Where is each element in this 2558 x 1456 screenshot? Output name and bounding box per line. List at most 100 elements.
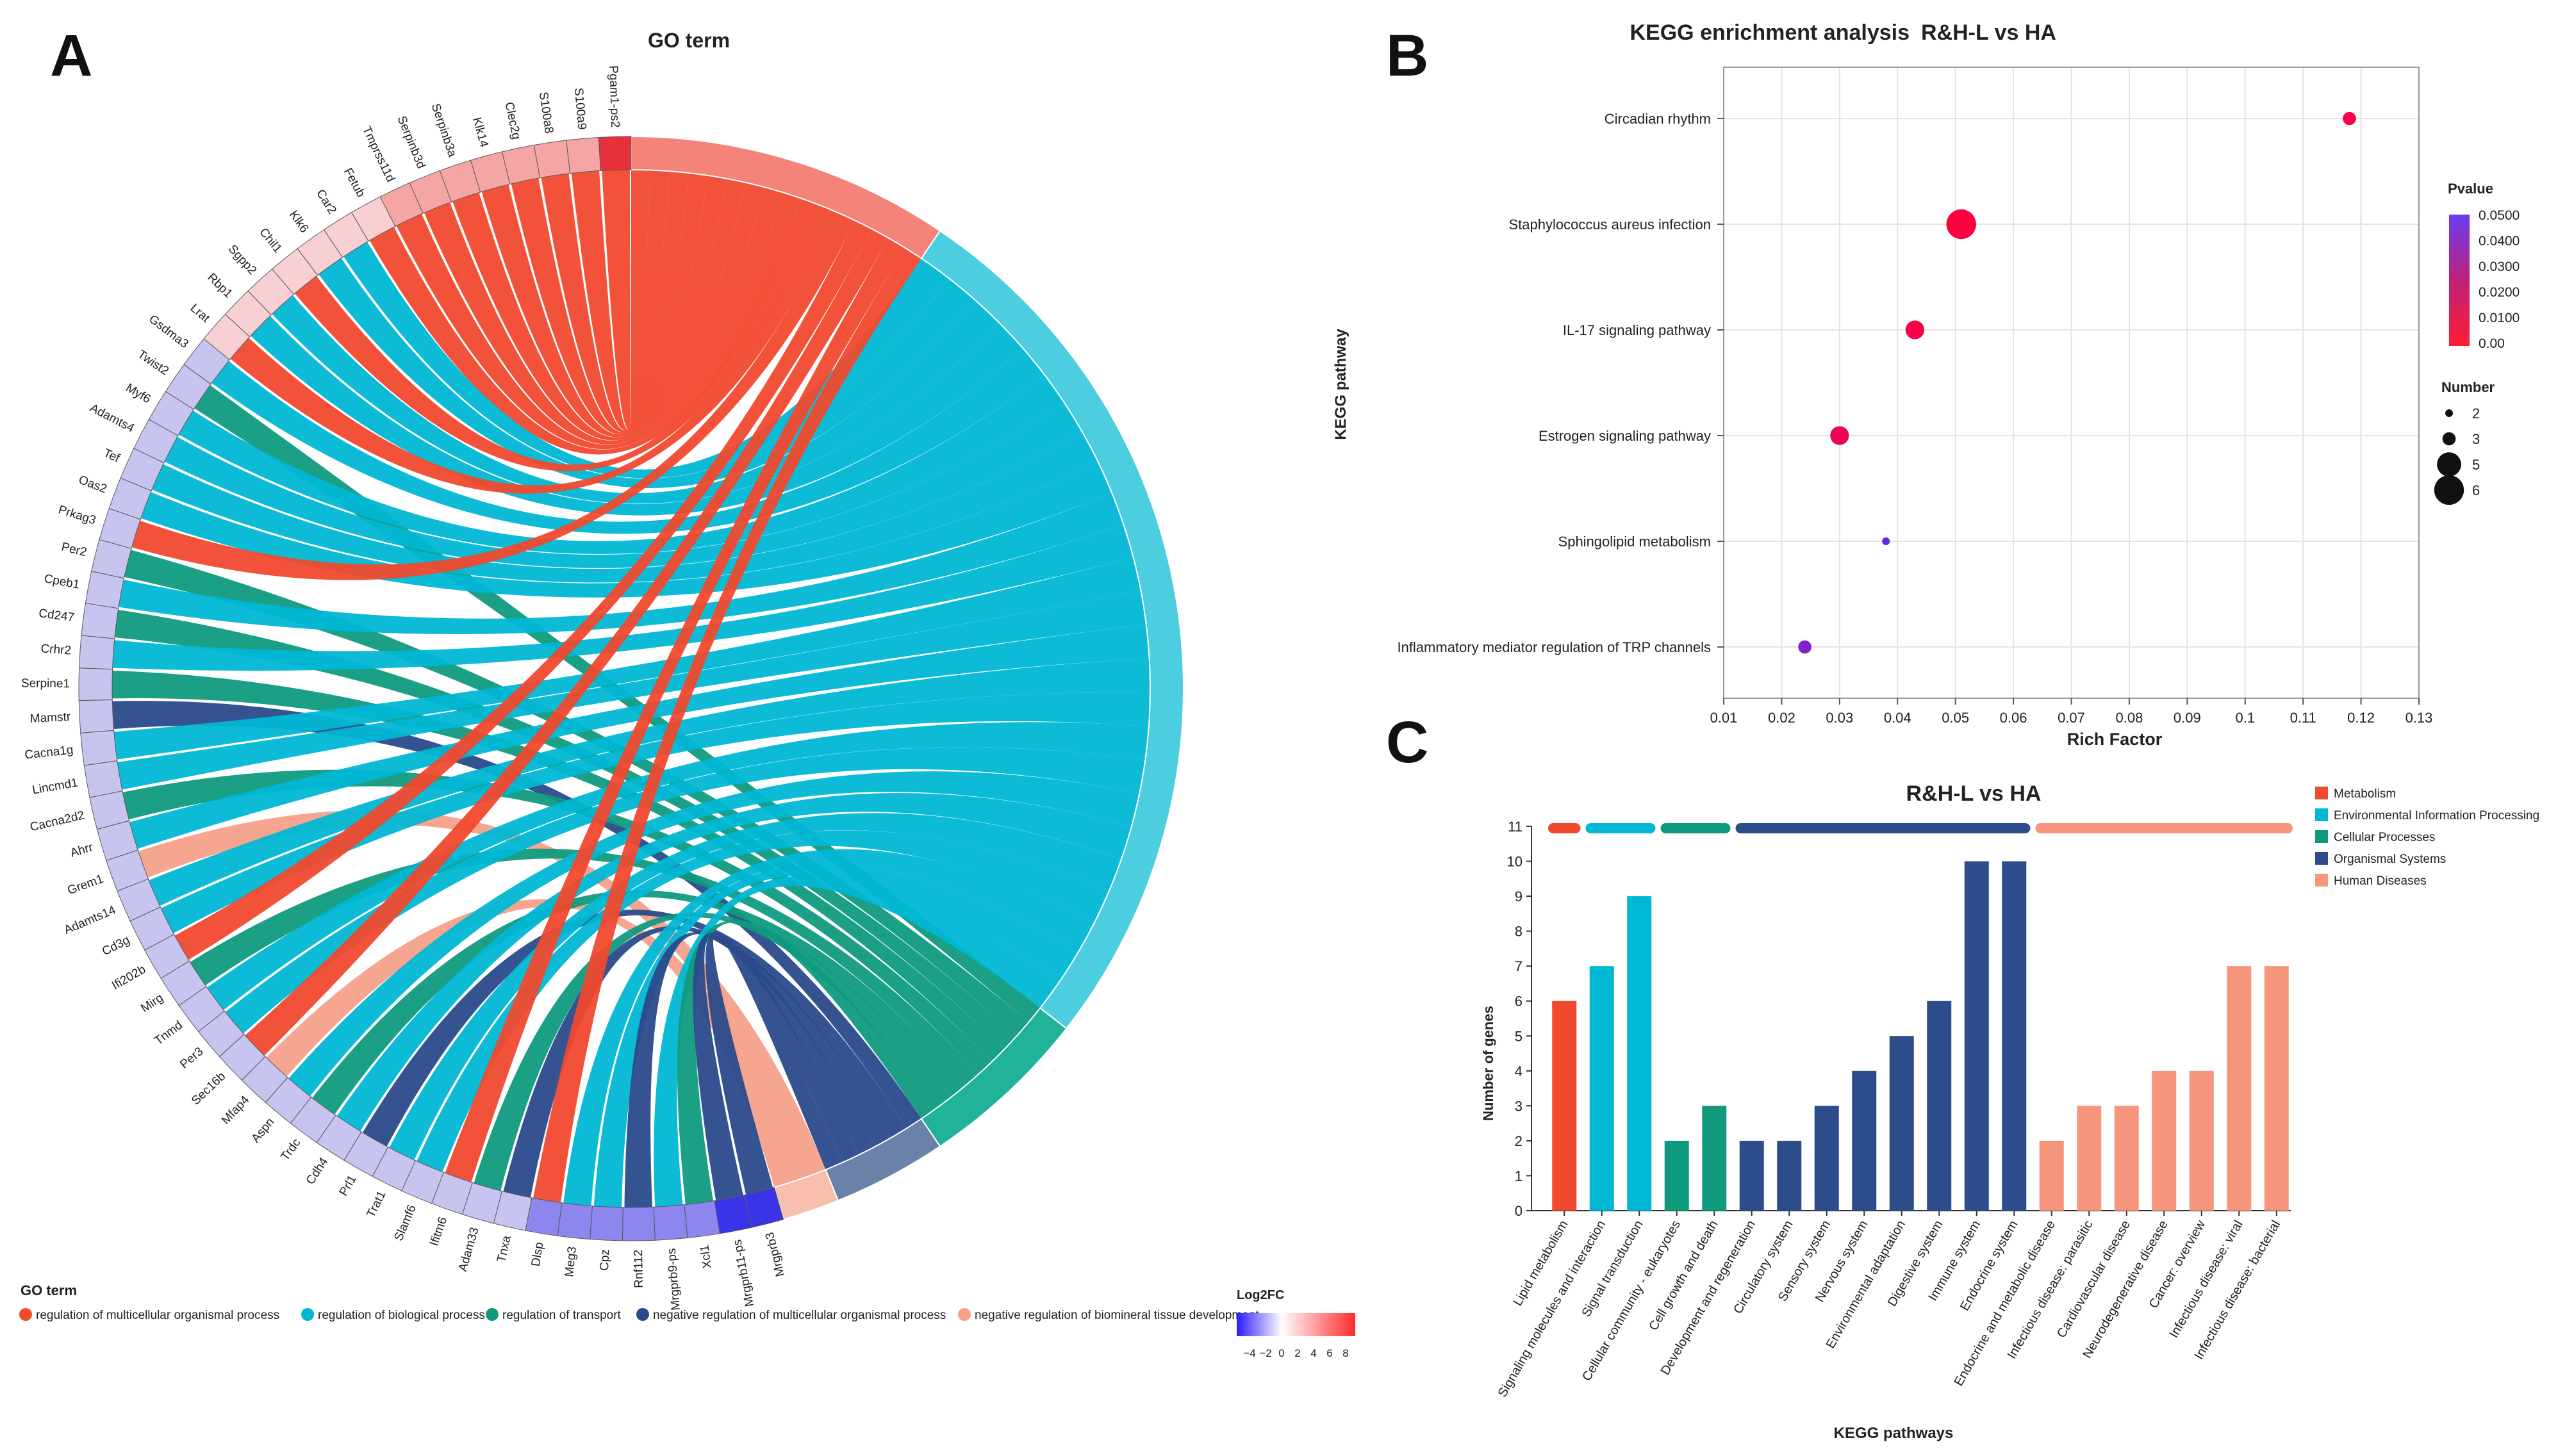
gene-arc <box>684 1200 721 1239</box>
chord-ribbon <box>571 170 670 430</box>
group-strip <box>1660 823 1731 833</box>
go-legend-marker <box>486 1308 499 1321</box>
gene-arc <box>120 448 165 491</box>
gene-label: Per2 <box>60 540 88 559</box>
go-legend-label: regulation of multicellular organismal p… <box>36 1309 279 1322</box>
bar-legend-label: Human Diseases <box>2334 874 2427 888</box>
bar-legend-swatch <box>2315 830 2328 843</box>
chord-ribbon <box>164 402 1082 568</box>
bar-legend-swatch <box>2315 808 2328 821</box>
chord-ribbon <box>602 170 651 430</box>
log2fc-bar <box>1237 1313 1355 1336</box>
chord-ribbon <box>140 461 1112 598</box>
kegg-ylabel: KEGG pathway <box>1332 329 1349 440</box>
go-legend: GO term regulation of multicellular orga… <box>19 1282 1259 1322</box>
gene-label: Aspn <box>249 1115 277 1145</box>
log2fc-tick: 6 <box>1326 1347 1332 1359</box>
go-legend-marker <box>19 1308 32 1321</box>
gene-label: Mirg <box>138 991 165 1015</box>
chord-ribbon <box>389 813 1121 1160</box>
pvalue-tick: 0.0500 <box>2479 208 2520 223</box>
scatter-point <box>1882 537 1890 545</box>
chord-ribbon <box>272 295 1000 504</box>
gene-label: Grem1 <box>66 872 106 897</box>
chord-ribbon <box>251 316 1023 516</box>
gene-label: Meg3 <box>563 1246 579 1277</box>
x-tick-label: 0.08 <box>2116 710 2143 726</box>
chord-ribbon <box>424 182 764 445</box>
log2fc-tick: 0 <box>1278 1347 1284 1359</box>
gene-arc <box>409 170 452 214</box>
gene-arc <box>653 1204 688 1241</box>
x-tick-label: 0.09 <box>2174 710 2201 726</box>
number-legend-marker <box>2442 432 2456 446</box>
log2fc-tick: 8 <box>1342 1347 1348 1359</box>
bar <box>1664 1140 1689 1211</box>
gene-arc <box>247 268 295 316</box>
gene-arc <box>117 878 161 922</box>
gene-arc <box>160 960 207 1006</box>
bar <box>2039 1140 2064 1211</box>
x-tick-label: 0.1 <box>2235 710 2255 726</box>
bar <box>1777 1140 1802 1211</box>
chord-ribbon <box>706 933 843 1195</box>
bar-legend-label: Metabolism <box>2334 787 2396 801</box>
pvalue-tick: 0.0300 <box>2479 259 2520 274</box>
chord-ribbon <box>211 348 1045 534</box>
number-legend-label: 3 <box>2472 431 2480 447</box>
kegg-bar-title: R&H-L vs HA <box>1906 781 2042 806</box>
gene-arc <box>144 934 190 979</box>
gene-label: Cacna1g <box>24 743 74 762</box>
chord-ribbon <box>624 931 875 1207</box>
gene-arc <box>108 477 152 520</box>
bar <box>2227 966 2252 1211</box>
gene-arc <box>219 1034 266 1081</box>
y-tick-label: 0 <box>1515 1203 1522 1219</box>
kegg-enrichment-title: KEGG enrichment analysis <box>1630 20 1910 45</box>
gene-arc <box>372 1146 417 1191</box>
gene-label: Cd247 <box>38 607 75 625</box>
scatter-axes: 0.01 0.02 0.03 0.04 0.05 0.06 0.07 0.08 0.09 0.1 0… <box>1397 67 2432 726</box>
gene-label: Tnmd <box>152 1018 185 1048</box>
number-legend-marker <box>2434 475 2464 505</box>
go-legend-marker <box>636 1308 649 1321</box>
number-legend-title: Number <box>2441 379 2495 395</box>
y-tick-label: 3 <box>1515 1098 1522 1114</box>
chord-ribbon <box>511 173 708 434</box>
gene-arc <box>565 136 601 174</box>
gene-label: Rbp1 <box>204 271 235 301</box>
gene-label: Ifi202b <box>110 963 148 993</box>
chord-ribbon <box>541 171 689 432</box>
panel-label-c: C <box>1386 710 1428 775</box>
y-tick-label: 5 <box>1515 1028 1522 1044</box>
pvalue-tick: 0.0100 <box>2479 311 2520 325</box>
chord-ribbon <box>452 178 746 441</box>
gene-label: Sgpp2 <box>226 242 259 277</box>
x-tick-label: 0.05 <box>1942 710 1969 726</box>
number-legend-label: 6 <box>2472 482 2480 498</box>
pvalue-bar <box>2449 215 2470 346</box>
chord-ribbon <box>481 175 727 438</box>
gene-label: Xcl1 <box>698 1244 714 1269</box>
chord-ribbon <box>119 493 1124 634</box>
pvalue-tick: 0.0200 <box>2479 285 2520 300</box>
log2fc-tick: −4 <box>1243 1347 1255 1359</box>
log2fc-title: Log2FC <box>1237 1288 1284 1302</box>
chord-ribbon <box>138 810 826 1179</box>
gene-arc <box>203 313 251 361</box>
gene-label: Cpeb1 <box>43 572 81 592</box>
gene-arc <box>590 1206 623 1241</box>
gene-label: Pgam1-ps2 <box>606 65 622 128</box>
gene-arc <box>178 986 226 1033</box>
gene-label: Trdc <box>278 1136 303 1163</box>
gene-arc <box>493 1190 532 1231</box>
gene-arc <box>343 1131 389 1177</box>
bar-legend-label: Organismal Systems <box>2334 853 2446 866</box>
chord-ribbon <box>113 557 1141 760</box>
gene-label: Myf6 <box>124 381 153 406</box>
group-strip <box>1735 823 2031 833</box>
gene-arc <box>81 603 119 639</box>
gene-label: Tnxa <box>495 1234 514 1264</box>
gene-label: Cd3g <box>100 933 132 958</box>
gene-label: Adam33 <box>456 1226 482 1273</box>
